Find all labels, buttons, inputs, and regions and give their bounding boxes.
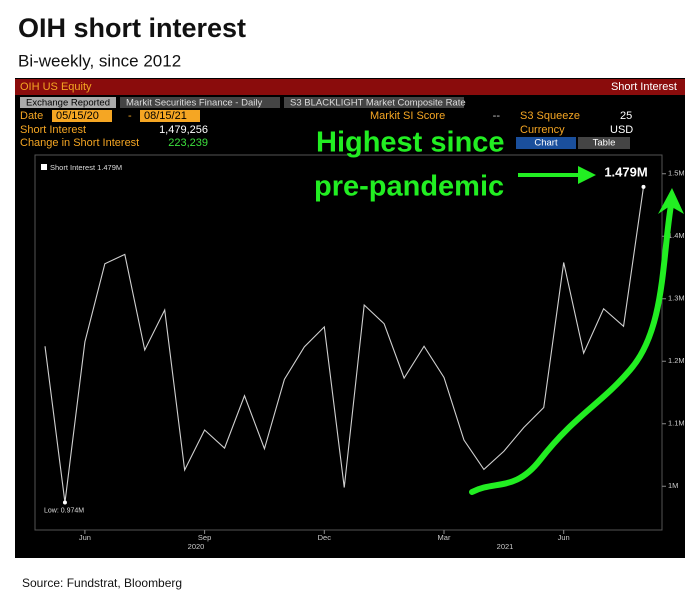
chart-button[interactable]: [516, 137, 576, 149]
arrow-head: [578, 166, 596, 184]
table-button[interactable]: [578, 137, 630, 149]
date-sep: -: [128, 110, 132, 122]
subtitle: Bi-weekly, since 2012: [18, 51, 181, 70]
date-input[interactable]: [140, 110, 200, 122]
date-to: 08/15/21: [144, 110, 187, 122]
plot-area: [34, 154, 663, 531]
y-tick-label: 1.2M: [668, 356, 685, 365]
tab-label: Exchange Reported: [26, 98, 110, 109]
y-tick-label: 1.4M: [668, 231, 685, 240]
field-label: Markit SI Score: [370, 110, 445, 122]
legend-label: Short Interest 1.479M: [50, 163, 122, 172]
low-label: Low: 0.974M: [44, 507, 84, 514]
title: OIH short interest: [18, 13, 246, 43]
curve-arrow: [469, 202, 674, 495]
tab-label: S3 BLACKLIGHT Market Composite Rate: [290, 98, 466, 109]
field-value: 25: [620, 110, 632, 122]
button-label: Chart: [534, 138, 558, 149]
field-value: --: [493, 110, 501, 122]
tab[interactable]: [120, 97, 280, 108]
curve-arrow-head: [658, 188, 684, 214]
y-tick-label: 1.3M: [668, 294, 685, 303]
field-label: Change in Short Interest: [20, 137, 139, 149]
date-from: 05/15/20: [56, 110, 99, 122]
year-label: 2021: [497, 542, 514, 551]
field-value: 1,479,256: [159, 124, 208, 136]
button-label: Table: [593, 138, 616, 149]
field-label: Short Interest: [20, 124, 86, 136]
field-label: S3 Squeeze: [520, 110, 580, 122]
date-input[interactable]: [52, 110, 112, 122]
field-label: Currency: [520, 124, 565, 136]
year-label: 2020: [188, 542, 205, 551]
field-value: 223,239: [168, 137, 208, 149]
annotation: pre-pandemic: [314, 171, 504, 203]
last-label: 1.479M: [604, 164, 647, 179]
x-tick-label: Sep: [198, 533, 211, 542]
y-tick-label: 1.1M: [668, 419, 685, 428]
y-tick-label: 1M: [668, 481, 678, 490]
source: Source: Fundstrat, Bloomberg: [22, 576, 182, 590]
y-tick-label: 1.5M: [668, 169, 685, 178]
ticker: OIH US Equity: [20, 81, 92, 93]
x-tick-label: Dec: [318, 533, 332, 542]
x-tick-label: Jun: [558, 533, 570, 542]
low-dot: [62, 500, 67, 505]
field-value: USD: [610, 124, 633, 136]
panel-title: Short Interest: [611, 81, 677, 93]
tab[interactable]: [20, 97, 116, 108]
x-tick-label: Mar: [438, 533, 451, 542]
tab[interactable]: [284, 97, 464, 108]
series-line: [44, 186, 645, 503]
last-dot: [641, 184, 646, 189]
x-tick-label: Jun: [79, 533, 91, 542]
header-bar: [15, 79, 685, 95]
field-label: Date: [20, 110, 43, 122]
legend-swatch: [41, 164, 47, 170]
annotation: Highest since: [316, 127, 505, 159]
tab-label: Markit Securities Finance - Daily: [126, 98, 262, 109]
